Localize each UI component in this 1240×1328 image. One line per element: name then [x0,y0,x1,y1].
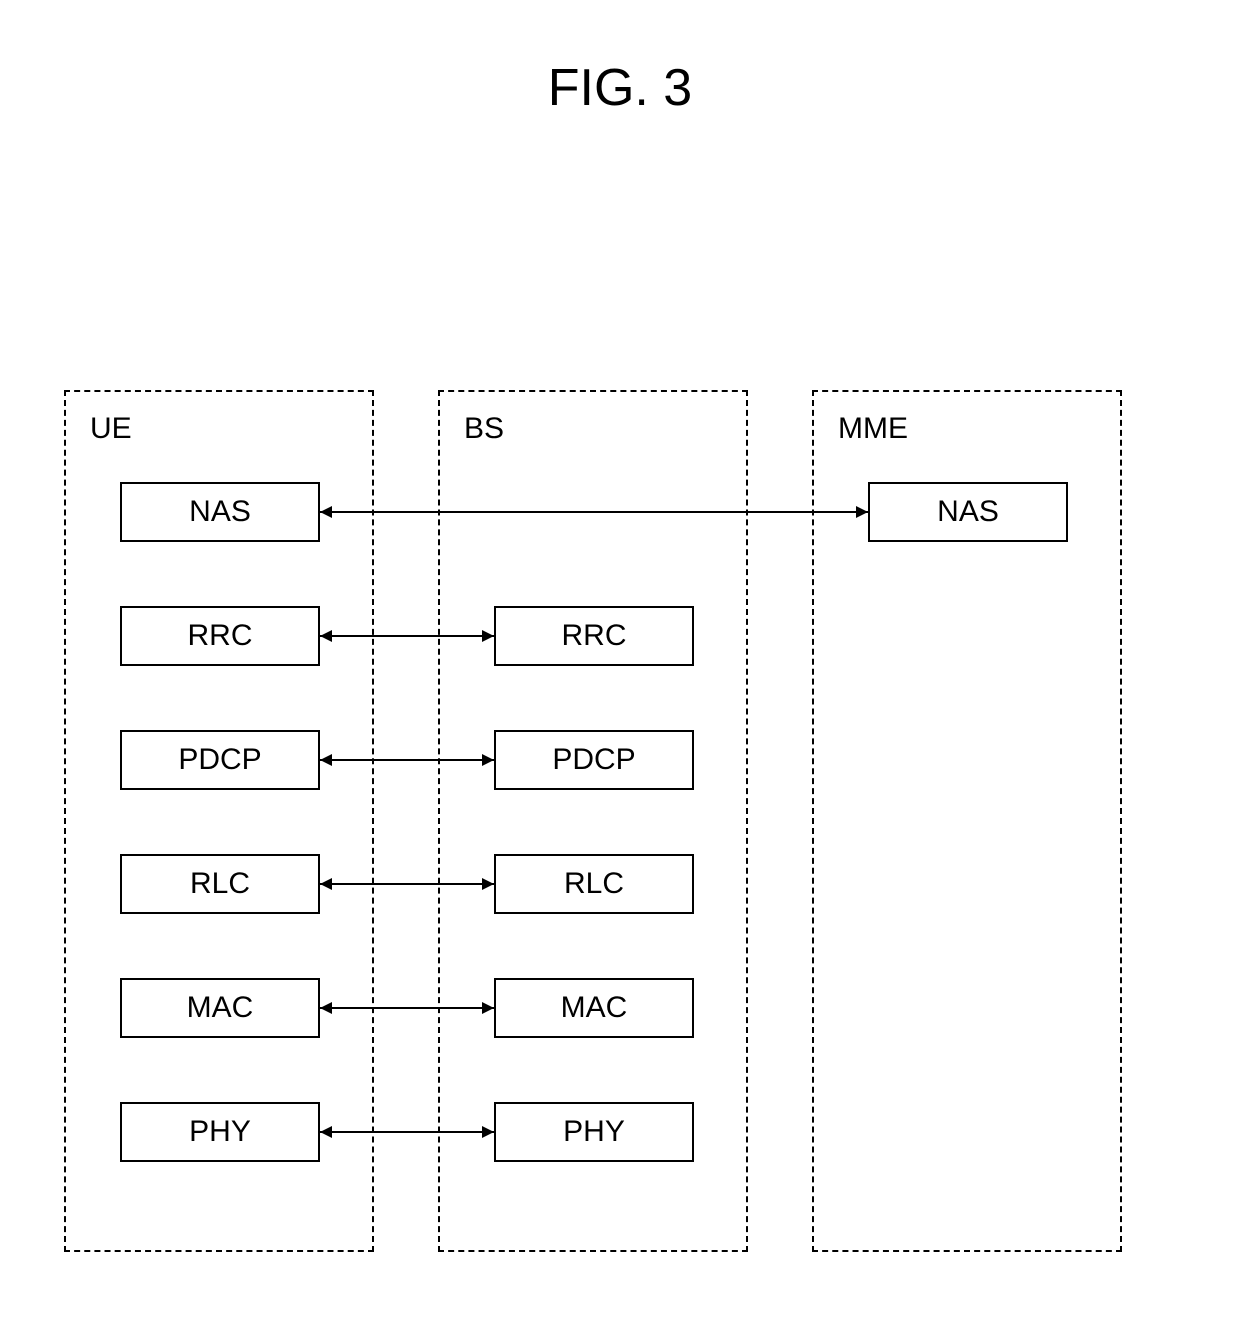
layer-label: PDCP [178,743,261,777]
layer-box-ue: RRC [120,606,320,666]
layer-box-bs: MAC [494,978,694,1038]
layer-box-ue: MAC [120,978,320,1038]
arrowhead-right-icon [482,754,494,766]
layer-label: RLC [564,867,624,901]
layer-label: MAC [561,991,628,1025]
layer-box-ue: PHY [120,1102,320,1162]
layer-label: MAC [187,991,254,1025]
arrowhead-right-icon [482,630,494,642]
column-bs-label: BS [464,412,504,446]
layer-box-bs: PHY [494,1102,694,1162]
layer-label: PHY [189,1115,251,1149]
arrowhead-left-icon [320,1002,332,1014]
layer-label: NAS [189,495,251,529]
arrowhead-right-icon [856,506,868,518]
layer-label: RRC [562,619,627,653]
layer-label: PHY [563,1115,625,1149]
arrowhead-right-icon [482,1002,494,1014]
layer-label: RLC [190,867,250,901]
arrowhead-left-icon [320,630,332,642]
arrowhead-left-icon [320,754,332,766]
layer-box-bs: PDCP [494,730,694,790]
layer-box-mme: NAS [868,482,1068,542]
arrowhead-left-icon [320,878,332,890]
column-mme-label: MME [838,412,908,446]
connector-line [320,1131,494,1133]
connector-line [320,635,494,637]
layer-box-bs: RLC [494,854,694,914]
layer-box-ue: RLC [120,854,320,914]
diagram-container: UE BS MME NAS NAS RRC RRC PDCP PDCP RLC … [0,0,1240,1328]
layer-box-ue: PDCP [120,730,320,790]
arrowhead-right-icon [482,878,494,890]
column-ue-label: UE [90,412,132,446]
layer-label: PDCP [552,743,635,777]
connector-line [320,883,494,885]
layer-label: RRC [188,619,253,653]
connector-line [320,511,868,513]
connector-line [320,1007,494,1009]
arrowhead-left-icon [320,506,332,518]
layer-box-bs: RRC [494,606,694,666]
arrowhead-left-icon [320,1126,332,1138]
layer-label: NAS [937,495,999,529]
layer-box-ue: NAS [120,482,320,542]
connector-line [320,759,494,761]
arrowhead-right-icon [482,1126,494,1138]
